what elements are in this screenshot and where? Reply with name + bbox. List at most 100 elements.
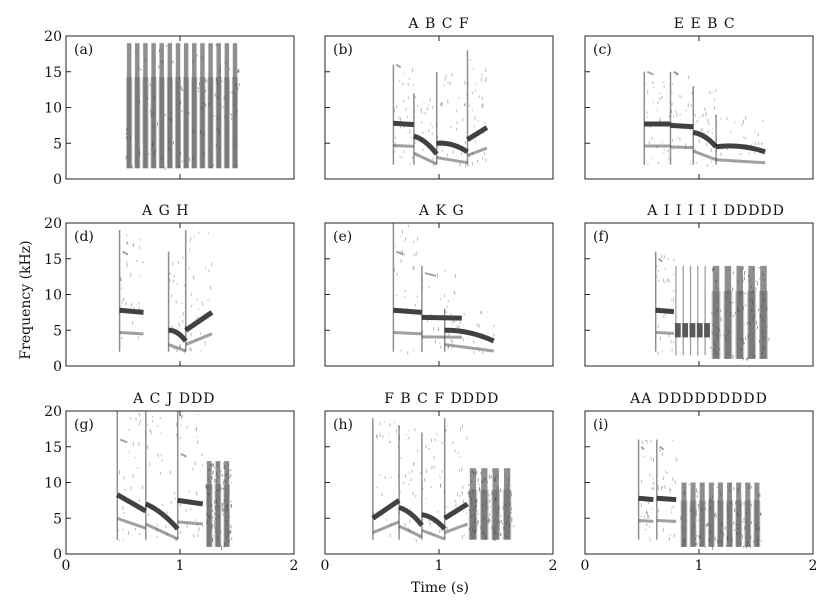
noise-speck (659, 449, 661, 452)
noise-speck (189, 347, 191, 352)
noise-speck (701, 484, 703, 486)
noise-speck (492, 469, 494, 472)
noise-speck (645, 82, 647, 85)
noise-speck (665, 470, 667, 473)
noise-speck (668, 334, 670, 338)
noise-speck (390, 476, 392, 478)
noise-speck (121, 287, 123, 290)
pulse (224, 461, 230, 547)
noise-speck (745, 545, 747, 549)
noise-speck (715, 286, 717, 289)
noise-speck (456, 121, 458, 125)
pulse (712, 265, 720, 359)
pulse-haze (759, 290, 768, 359)
noise-speck (200, 131, 202, 135)
noise-speck (497, 474, 499, 479)
noise-speck (653, 457, 655, 462)
pulse-haze (723, 290, 733, 359)
noise-speck (146, 445, 148, 449)
noise-speck (408, 483, 410, 486)
noise-speck (227, 470, 229, 472)
noise-speck (745, 357, 747, 361)
pulse-haze (707, 500, 715, 547)
noise-speck (207, 299, 209, 301)
noise-speck (714, 483, 716, 485)
noise-speck (440, 483, 442, 487)
harmonic-trace (640, 446, 645, 451)
noise-speck (473, 125, 475, 128)
noise-speck (213, 535, 215, 537)
noise-speck (207, 504, 209, 507)
noise-speck (716, 486, 718, 488)
noise-speck (118, 493, 120, 497)
noise-speck (676, 112, 678, 117)
noise-speck (427, 146, 429, 149)
noise-speck (740, 354, 742, 357)
noise-speck (463, 103, 465, 106)
noise-speck (217, 117, 219, 120)
noise-speck (211, 523, 213, 526)
noise-speck (649, 473, 651, 477)
noise-speck (481, 104, 483, 109)
noise-speck (663, 148, 665, 151)
noise-speck (720, 494, 722, 497)
noise-speck (227, 471, 229, 474)
noise-speck (509, 523, 511, 528)
noise-speck (461, 490, 463, 495)
noise-speck (469, 104, 471, 107)
syllable-4 (715, 114, 766, 165)
noise-speck (210, 285, 212, 290)
noise-speck (456, 109, 458, 112)
noise-speck (677, 136, 679, 139)
fundamental-trace (371, 498, 401, 521)
noise-speck (218, 129, 220, 133)
noise-speck (492, 532, 494, 535)
noise-speck (475, 503, 477, 508)
pulse (492, 468, 499, 540)
panel-label: (d) (74, 229, 94, 245)
noise-speck (753, 540, 755, 543)
pulse (232, 43, 238, 169)
noise-speck (413, 532, 415, 534)
noise-speck (174, 497, 176, 500)
lower-band (168, 343, 187, 353)
noise-speck (182, 257, 184, 259)
pulse-haze (191, 77, 198, 169)
noise-speck (659, 447, 661, 450)
noise-speck (748, 485, 750, 490)
pulse (481, 468, 488, 540)
noise-speck (690, 104, 692, 107)
noise-speck (730, 302, 732, 304)
noise-speck (447, 81, 449, 84)
spectrogram-energy (637, 439, 763, 550)
noise-speck (462, 338, 464, 342)
pulse-haze (215, 77, 222, 169)
noise-speck (436, 433, 438, 436)
noise-speck (426, 469, 428, 473)
harmonic-trace (646, 70, 654, 76)
panel-h: 0 1 2(h)F B C F DDDD (321, 391, 558, 574)
noise-speck (178, 416, 180, 418)
noise-speck (236, 109, 238, 114)
noise-speck (724, 335, 726, 340)
noise-speck (220, 531, 222, 534)
noise-speck (405, 107, 407, 111)
noise-speck (192, 129, 194, 133)
noise-speck (695, 488, 697, 492)
noise-speck (181, 415, 183, 418)
noise-speck (691, 91, 693, 96)
noise-speck (464, 141, 466, 145)
noise-speck (652, 101, 654, 103)
noise-speck (717, 288, 719, 291)
noise-speck (452, 149, 454, 154)
noise-speck (462, 535, 464, 539)
noise-speck (727, 146, 729, 150)
noise-speck (645, 529, 647, 531)
noise-speck (707, 118, 709, 123)
noise-speck (748, 152, 750, 154)
noise-speck (757, 308, 759, 312)
pulse (682, 323, 689, 338)
noise-speck (428, 104, 430, 107)
y-tick-label: 5 (53, 136, 62, 152)
noise-speck (186, 523, 188, 528)
